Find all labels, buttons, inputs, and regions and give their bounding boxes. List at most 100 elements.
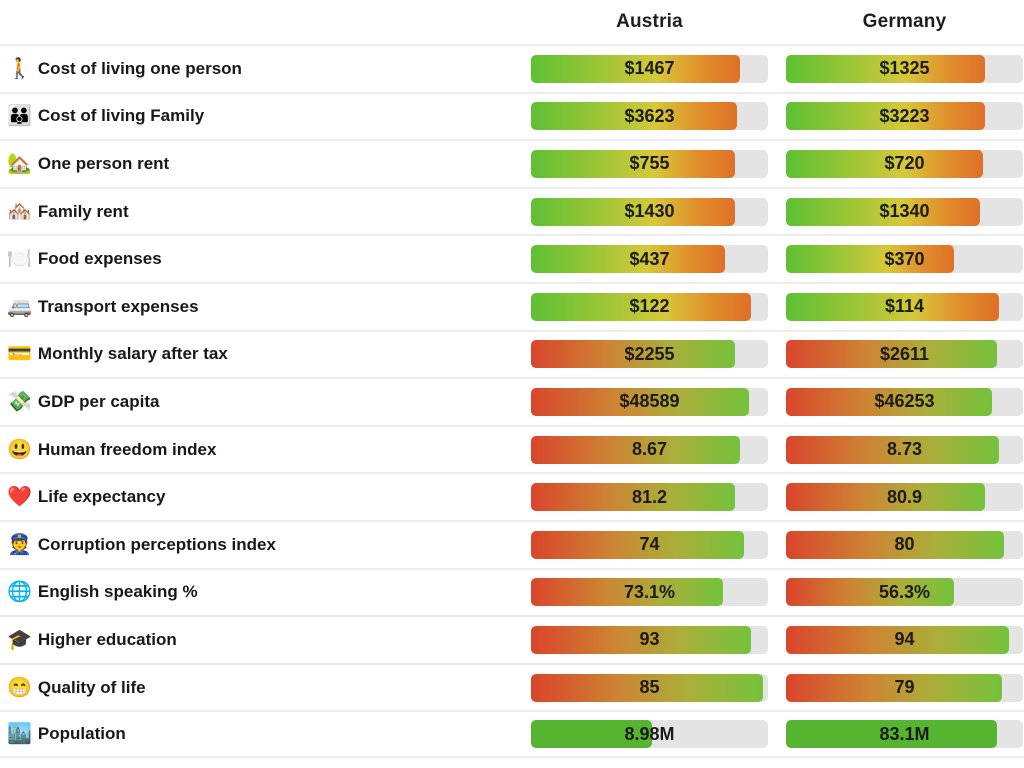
austria-bar-fill xyxy=(531,387,750,416)
austria-bar-fill xyxy=(531,720,652,749)
austria-bar: $2255 xyxy=(531,340,768,369)
austria-bar-fill xyxy=(531,578,723,607)
germany-value: $370 xyxy=(884,248,925,269)
germany-bar: $370 xyxy=(786,245,1023,274)
grinning-face-icon: 😃 xyxy=(7,438,32,461)
metric-label: Human freedom index xyxy=(37,439,217,459)
austria-bar: 81.2 xyxy=(531,483,768,512)
table-row: ❤️ Life expectancy 81.2 80.9 xyxy=(0,472,1024,520)
austria-bar: 8.67 xyxy=(531,435,768,464)
table-row: 😃 Human freedom index 8.67 8.73 xyxy=(0,424,1024,473)
germany-value: $3223 xyxy=(879,105,930,126)
germany-value: 80.9 xyxy=(886,486,923,507)
austria-bar-fill xyxy=(531,530,745,559)
austria-bar-fill xyxy=(531,149,735,178)
austria-value: 73.1% xyxy=(623,581,676,602)
austria-bar-fill xyxy=(531,483,735,512)
table-row: 🏡 One person rent $755 $720 xyxy=(0,139,1024,187)
austria-bar-fill xyxy=(531,54,740,83)
germany-value: 80 xyxy=(894,534,915,555)
metric-label: Monthly salary after tax xyxy=(37,344,228,364)
metric-label: Corruption perceptions index xyxy=(37,534,276,554)
germany-bar: $1325 xyxy=(786,54,1023,83)
austria-value: 85 xyxy=(639,677,660,698)
austria-value: $122 xyxy=(629,296,670,317)
austria-value: $1467 xyxy=(624,58,675,79)
germany-bar-fill xyxy=(786,578,955,607)
police-officer-icon: 👮 xyxy=(7,533,32,556)
metric-label: Cost of living one person xyxy=(37,58,242,78)
germany-value: $2611 xyxy=(879,343,930,364)
metric-label-cell: 😁 Quality of life xyxy=(0,678,513,698)
metric-label: Family rent xyxy=(37,201,129,221)
metric-label-cell: 🍽️ Food expenses xyxy=(0,249,513,269)
austria-bar-fill xyxy=(531,625,752,654)
metric-label: Transport expenses xyxy=(37,296,199,316)
metric-label-cell: 🚶 Cost of living one person xyxy=(0,59,513,79)
family-icon: 👪 xyxy=(7,105,32,128)
germany-bar-fill xyxy=(786,340,997,369)
germany-bar-fill xyxy=(786,483,986,512)
metric-label: Higher education xyxy=(37,629,177,649)
austria-value: $2255 xyxy=(624,343,675,364)
cityscape-icon: 🏙️ xyxy=(7,723,32,746)
germany-bar-fill xyxy=(786,102,986,131)
metric-label: Life expectancy xyxy=(37,487,166,507)
germany-bar-fill xyxy=(786,435,1000,464)
germany-bar: $46253 xyxy=(786,387,1023,416)
germany-value: 8.73 xyxy=(886,439,923,460)
houses-icon: 🏘️ xyxy=(7,200,32,223)
metric-label: Quality of life xyxy=(37,677,146,697)
germany-bar-fill xyxy=(786,197,981,226)
austria-bar: $1430 xyxy=(531,197,768,226)
red-heart-icon: ❤️ xyxy=(7,486,32,509)
austria-value: $48589 xyxy=(619,391,680,412)
austria-bar: $1467 xyxy=(531,54,768,83)
austria-value: 8.98M xyxy=(624,723,675,744)
minibus-icon: 🚐 xyxy=(7,295,32,318)
austria-bar: $122 xyxy=(531,292,768,321)
money-with-wings-icon: 💸 xyxy=(7,390,32,413)
table-row: 👪 Cost of living Family $3623 $3223 xyxy=(0,91,1024,140)
germany-value: 79 xyxy=(894,677,915,698)
austria-bar: 73.1% xyxy=(531,578,768,607)
austria-value: 93 xyxy=(639,629,660,650)
germany-bar: 80 xyxy=(786,530,1023,559)
austria-bar: $437 xyxy=(531,245,768,274)
austria-bar: 74 xyxy=(531,530,768,559)
metric-label-cell: 💸 GDP per capita xyxy=(0,392,513,412)
germany-bar-fill xyxy=(786,245,955,274)
metric-label-cell: 😃 Human freedom index xyxy=(0,440,513,460)
metric-label-cell: 🏙️ Population xyxy=(0,724,513,744)
metric-label: Food expenses xyxy=(37,249,162,269)
metric-label: GDP per capita xyxy=(37,391,160,411)
metric-label-cell: 🚐 Transport expenses xyxy=(0,297,513,317)
house-icon: 🏡 xyxy=(7,152,32,175)
germany-bar-fill xyxy=(786,530,1005,559)
austria-bar: 8.98M xyxy=(531,720,768,749)
table-row: 🚐 Transport expenses $122 $114 xyxy=(0,281,1024,330)
germany-value: 83.1M xyxy=(879,723,930,744)
person-walking-icon: 🚶 xyxy=(7,57,32,80)
germany-bar-fill xyxy=(786,54,986,83)
column-header-austria: Austria xyxy=(616,11,683,32)
germany-value: $720 xyxy=(884,153,925,174)
germany-bar: $2611 xyxy=(786,340,1023,369)
austria-bar-fill xyxy=(531,340,735,369)
austria-bar: $48589 xyxy=(531,387,768,416)
germany-bar: $114 xyxy=(786,292,1023,321)
table-row: 💸 GDP per capita $48589 $46253 xyxy=(0,377,1024,425)
germany-bar: $1340 xyxy=(786,197,1023,226)
table-row: 👮 Corruption perceptions index 74 80 xyxy=(0,519,1024,568)
column-header-germany: Germany xyxy=(862,11,947,32)
metric-label-cell: 🎓 Higher education xyxy=(0,630,513,650)
germany-bar: 94 xyxy=(786,625,1023,654)
smiling-face-icon: 😁 xyxy=(7,676,32,699)
germany-bar-fill xyxy=(786,625,1009,654)
austria-bar: $755 xyxy=(531,149,768,178)
comparison-table-body: 🚶 Cost of living one person $1467 $1325 … xyxy=(0,44,1024,758)
austria-bar-fill xyxy=(531,102,738,131)
metric-label-cell: 👪 Cost of living Family xyxy=(0,106,513,126)
austria-bar-fill xyxy=(531,292,752,321)
germany-value: $46253 xyxy=(874,391,935,412)
